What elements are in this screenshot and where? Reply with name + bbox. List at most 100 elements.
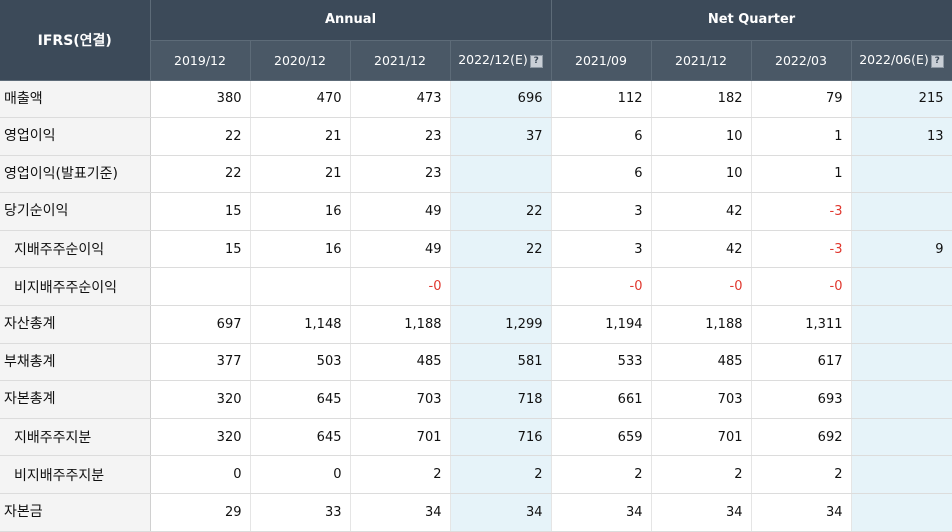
- table-cell: 380: [150, 80, 251, 119]
- table-cell: [851, 493, 952, 532]
- table-cell: 473: [350, 80, 451, 119]
- table-cell: 470: [250, 80, 351, 119]
- table-cell: [450, 155, 552, 194]
- table-cell: 697: [150, 305, 251, 344]
- table-cell: 49: [350, 192, 451, 231]
- table-cell: [851, 343, 952, 382]
- info-icon[interactable]: ?: [930, 55, 944, 68]
- table-cell: 29: [150, 493, 251, 532]
- table-row: 당기순이익 15 16 49 22 3 42 -3: [0, 192, 952, 231]
- table-cell: 1: [751, 155, 852, 194]
- table-body: 매출액 380 470 473 696 112 182 79 215 영업이익 22 21 23 37 6 1…: [0, 80, 952, 532]
- info-icon[interactable]: ?: [529, 55, 543, 68]
- table-cell: [450, 267, 552, 307]
- table-cell: 22: [450, 192, 552, 231]
- table-cell: 659: [551, 418, 652, 457]
- period-header: 2021/09: [551, 40, 652, 81]
- table-cell: 21: [250, 117, 351, 156]
- table-cell: 112: [551, 80, 652, 119]
- table-cell: [851, 380, 952, 419]
- table-cell: 49: [350, 230, 451, 269]
- table-cell: 2: [751, 455, 852, 495]
- row-label: 지배주주지분: [0, 418, 151, 457]
- period-header: 2019/12: [150, 40, 251, 81]
- table-cell: 22: [150, 117, 251, 156]
- row-label: 지배주주순이익: [0, 230, 151, 269]
- table-cell: [851, 418, 952, 457]
- table-cell: 503: [250, 343, 351, 382]
- table-cell: 1,299: [450, 305, 552, 344]
- table-cell: [851, 155, 952, 194]
- table-cell: 1,311: [751, 305, 852, 344]
- row-label: 매출액: [0, 80, 151, 119]
- table-cell: 485: [651, 343, 752, 382]
- period-header: 2021/12: [350, 40, 451, 81]
- table-cell: 22: [450, 230, 552, 269]
- corner-header: IFRS(연결): [0, 0, 151, 81]
- table-cell: 2: [651, 455, 752, 495]
- table-cell: 692: [751, 418, 852, 457]
- table-cell: 718: [450, 380, 552, 419]
- table-cell: 1,188: [651, 305, 752, 344]
- table-cell: 1,188: [350, 305, 451, 344]
- table-cell: 581: [450, 343, 552, 382]
- row-label: 부채총계: [0, 343, 151, 382]
- table-row: 자본금 29 33 34 34 34 34 34: [0, 493, 952, 532]
- table-cell: 645: [250, 418, 351, 457]
- table-row: 지배주주지분 320 645 701 716 659 701 692: [0, 418, 952, 457]
- table-cell: 320: [150, 380, 251, 419]
- table-cell: 42: [651, 192, 752, 231]
- table-row: 매출액 380 470 473 696 112 182 79 215: [0, 80, 952, 119]
- period-header: 2022/06(E)?: [851, 40, 952, 81]
- table-cell: [150, 267, 251, 307]
- table-cell: 15: [150, 192, 251, 231]
- table-cell: 645: [250, 380, 351, 419]
- table-cell: -0: [551, 267, 652, 307]
- table-cell: 42: [651, 230, 752, 269]
- table-cell: [851, 455, 952, 495]
- table-cell: -3: [751, 192, 852, 231]
- table-cell: -3: [751, 230, 852, 269]
- table-cell: 34: [651, 493, 752, 532]
- table-row: 비지배주주지분 0 0 2 2 2 2 2: [0, 455, 952, 495]
- table-cell: 3: [551, 230, 652, 269]
- table-cell: 0: [150, 455, 251, 495]
- table-cell: 215: [851, 80, 952, 119]
- table-row: 비지배주주순이익 -0 -0 -0 -0: [0, 267, 952, 307]
- table-cell: 1,148: [250, 305, 351, 344]
- table-cell: 693: [751, 380, 852, 419]
- row-label: 자본금: [0, 493, 151, 532]
- table-cell: 696: [450, 80, 552, 119]
- table-cell: 716: [450, 418, 552, 457]
- table-cell: 23: [350, 117, 451, 156]
- table-cell: 617: [751, 343, 852, 382]
- table-cell: 6: [551, 155, 652, 194]
- row-label: 비지배주주순이익: [0, 267, 151, 307]
- table-cell: -0: [350, 267, 451, 307]
- row-label: 당기순이익: [0, 192, 151, 231]
- table-cell: 16: [250, 230, 351, 269]
- table-row: 영업이익(발표기준) 22 21 23 6 10 1: [0, 155, 952, 194]
- table-cell: 23: [350, 155, 451, 194]
- table-cell: 21: [250, 155, 351, 194]
- table-cell: 485: [350, 343, 451, 382]
- table-cell: 34: [751, 493, 852, 532]
- period-header: 2022/03: [751, 40, 852, 81]
- table-cell: 9: [851, 230, 952, 269]
- table-cell: 34: [551, 493, 652, 532]
- table-cell: [250, 267, 351, 307]
- table-cell: [851, 305, 952, 344]
- period-header: 2020/12: [250, 40, 351, 81]
- table-cell: 37: [450, 117, 552, 156]
- table-cell: 703: [651, 380, 752, 419]
- table-cell: 34: [350, 493, 451, 532]
- row-label: 자산총계: [0, 305, 151, 344]
- table-cell: 13: [851, 117, 952, 156]
- table-cell: 22: [150, 155, 251, 194]
- table-cell: 1: [751, 117, 852, 156]
- period-header: 2021/12: [651, 40, 752, 81]
- table-cell: [851, 192, 952, 231]
- table-row: 자본총계 320 645 703 718 661 703 693: [0, 380, 952, 419]
- table-cell: 3: [551, 192, 652, 231]
